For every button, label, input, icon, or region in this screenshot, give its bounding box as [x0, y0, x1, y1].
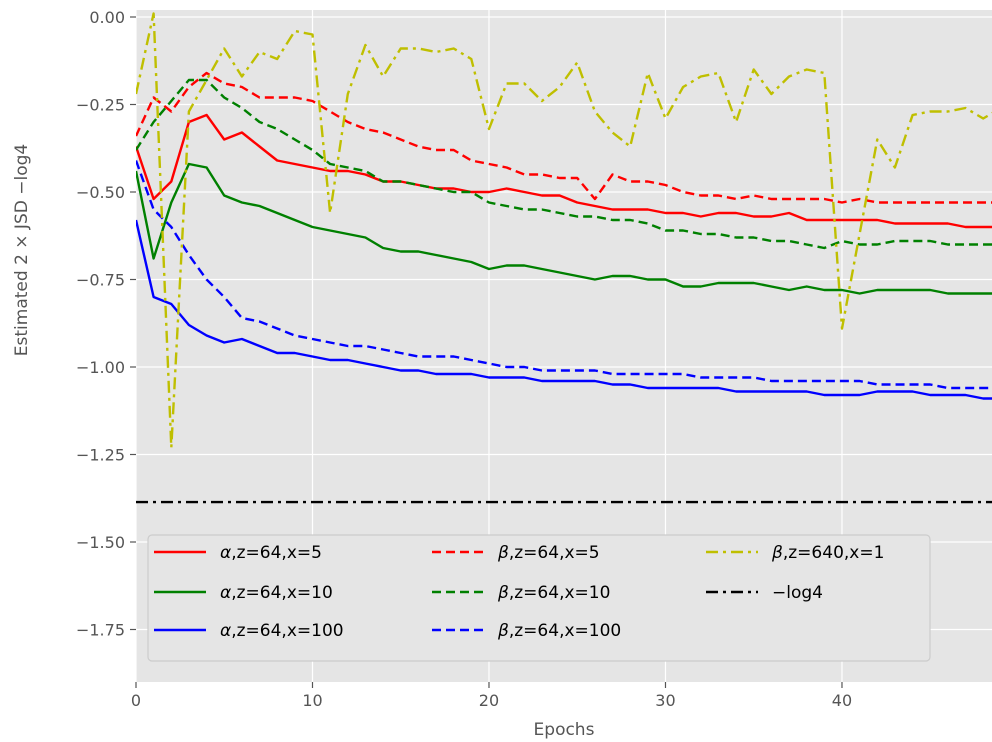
series-lines — [136, 12, 992, 504]
legend-label: β,z=64,x=10 — [497, 583, 610, 603]
x-tick-label: 30 — [655, 691, 675, 710]
y-tick-label: −0.25 — [76, 96, 125, 115]
series-line-6 — [136, 160, 992, 390]
legend-label: α,z=64,x=10 — [220, 583, 333, 603]
y-tick-label: 0.00 — [89, 8, 125, 27]
x-tick-label: 0 — [131, 691, 141, 710]
series-line-3 — [136, 219, 992, 400]
y-tick-label: −1.00 — [76, 358, 125, 377]
legend-label: −log4 — [772, 583, 823, 603]
series-line-4 — [136, 71, 992, 204]
gridlines — [135, 10, 992, 682]
y-tick-label: −1.50 — [76, 533, 125, 552]
y-tick-label: −1.25 — [76, 446, 125, 465]
y-tick-label: −0.50 — [76, 183, 125, 202]
x-tick-label: 20 — [479, 691, 499, 710]
legend-label: β,z=64,x=5 — [497, 543, 600, 563]
axis-ticks: 0 10 20 30 40 0.00 −0.25 −0.50 −0.75 −1.00 −1.25 −1… — [76, 8, 852, 710]
x-tick-label: 10 — [302, 691, 322, 710]
series-line-2 — [136, 162, 992, 295]
y-axis-label: Estimated 2 × JSD −log4 — [12, 144, 32, 356]
legend-label: β,z=64,x=100 — [497, 621, 621, 641]
legend-label: β,z=640,x=1 — [771, 543, 884, 563]
y-tick-label: −0.75 — [76, 271, 125, 290]
y-tick-label: −1.75 — [76, 621, 125, 640]
x-tick-label: 40 — [832, 691, 852, 710]
legend-label: α,z=64,x=100 — [220, 621, 344, 641]
legend-label: α,z=64,x=5 — [220, 543, 322, 563]
series-line-1 — [136, 113, 992, 229]
legend: α,z=64,x=5 α,z=64,x=10 α,z=64,x=100 β,z=64,… — [147, 534, 931, 662]
series-line-7 — [136, 12, 992, 449]
legend-box — [147, 534, 931, 662]
x-axis-label: Epochs — [534, 720, 595, 740]
